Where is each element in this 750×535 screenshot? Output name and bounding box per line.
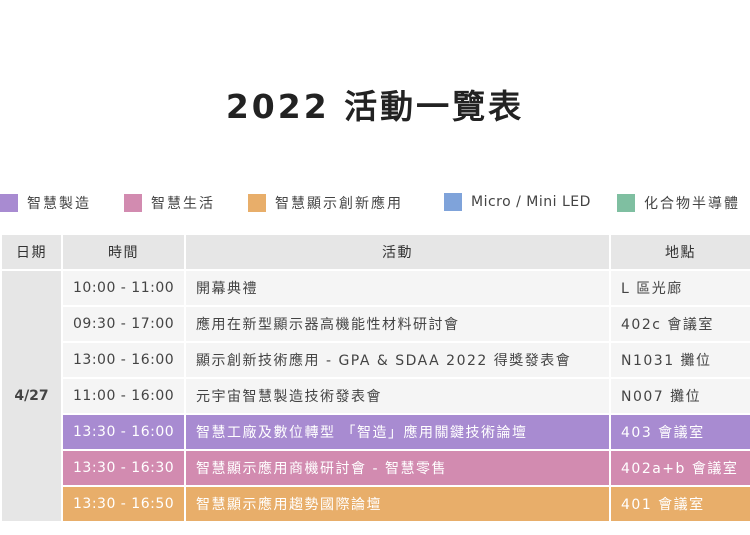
time-cell: 09:30 - 17:00: [61, 305, 186, 343]
header-date: 日期: [0, 233, 63, 271]
legend-label: 化合物半導體: [644, 196, 740, 212]
legend-item-micro-mini-led: Micro / Mini LED: [444, 193, 591, 211]
table-row: 4/27 10:00 - 11:00 開幕典禮 L 區光廊: [0, 269, 750, 523]
table-row: 13:30 - 16:50 智慧顯示應用趨勢國際論壇 401 會議室: [1, 485, 750, 523]
table-row: 13:00 - 16:00 顯示創新技術應用 - GPA & SDAA 2022 …: [1, 341, 750, 379]
time-cell: 13:30 - 16:50: [61, 485, 186, 523]
legend-swatch: [444, 193, 462, 211]
time-cell: 10:00 - 11:00: [61, 269, 186, 307]
time-cell: 13:30 - 16:00: [61, 413, 186, 451]
location-cell: N007 攤位: [609, 377, 750, 415]
activity-cell: 顯示創新技術應用 - GPA & SDAA 2022 得獎發表會: [184, 341, 611, 379]
location-cell: N1031 攤位: [609, 341, 750, 379]
activity-cell: 應用在新型顯示器高機能性材料研討會: [184, 305, 611, 343]
table-row: 11:00 - 16:00 元宇宙智慧製造技術發表會 N007 攤位: [1, 377, 750, 415]
activity-cell: 智慧工廠及數位轉型 「智造」應用關鍵技術論壇: [184, 413, 611, 451]
activity-cell: 元宇宙智慧製造技術發表會: [184, 377, 611, 415]
header-location: 地點: [609, 233, 750, 271]
page-title: 2022 活動一覽表: [225, 87, 525, 126]
table-row: 13:30 - 16:00 智慧工廠及數位轉型 「智造」應用關鍵技術論壇 403 會…: [1, 413, 750, 451]
table-header-row: 日期 時間 活動 地點: [0, 233, 750, 271]
time-cell: 11:00 - 16:00: [61, 377, 186, 415]
location-cell: 403 會議室: [609, 413, 750, 451]
legend-item-smart-display: 智慧顯示創新應用: [248, 193, 403, 213]
activity-cell: 智慧顯示應用商機研討會 - 智慧零售: [184, 449, 611, 487]
legend-item-smart-manufacturing: 智慧製造: [0, 193, 91, 213]
time-cell: 13:30 - 16:30: [61, 449, 186, 487]
header-activity: 活動: [184, 233, 611, 271]
activity-cell: 智慧顯示應用趨勢國際論壇: [184, 485, 611, 523]
time-cell: 13:00 - 16:00: [61, 341, 186, 379]
activity-cell: 開幕典禮: [184, 269, 611, 307]
location-cell: 402a+b 會議室: [609, 449, 750, 487]
legend-swatch: [0, 194, 18, 212]
location-cell: 402c 會議室: [609, 305, 750, 343]
legend-item-compound-semiconductor: 化合物半導體: [617, 193, 740, 213]
legend-label: Micro / Mini LED: [471, 194, 591, 210]
legend-label: 智慧製造: [27, 196, 91, 212]
legend-label: 智慧生活: [151, 196, 215, 212]
legend-swatch: [617, 194, 635, 212]
location-cell: L 區光廊: [609, 269, 750, 307]
legend-item-smart-living: 智慧生活: [124, 193, 215, 213]
legend-swatch: [248, 194, 266, 212]
legend-swatch: [124, 194, 142, 212]
table-row: 09:30 - 17:00 應用在新型顯示器高機能性材料研討會 402c 會議室: [1, 305, 750, 343]
date-cell: 4/27: [0, 269, 63, 523]
legend-label: 智慧顯示創新應用: [275, 196, 403, 212]
table-row: 13:30 - 16:30 智慧顯示應用商機研討會 - 智慧零售 402a+b 會議…: [1, 449, 750, 487]
schedule-table: 日期 時間 活動 地點 4/27 10:00 - 11:00 開幕典禮 L 區光廊 09…: [0, 233, 750, 523]
location-cell: 401 會議室: [609, 485, 750, 523]
header-time: 時間: [61, 233, 186, 271]
